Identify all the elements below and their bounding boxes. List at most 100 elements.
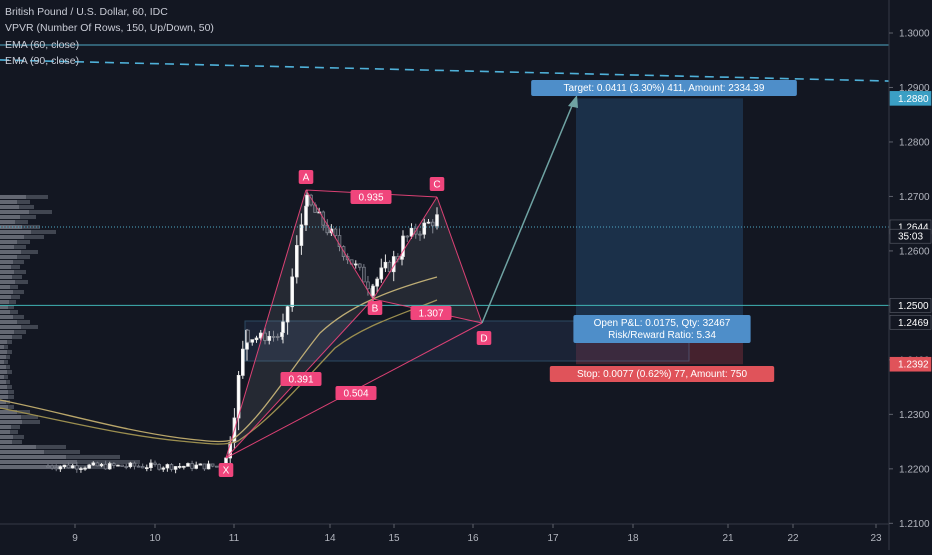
volume-profile-bar-up <box>0 300 9 304</box>
volume-profile-bar <box>0 255 30 259</box>
price-label: 1.2880 <box>898 94 929 105</box>
time-axis: 9 10 11 14 15 16 17 18 21 22 23 <box>0 523 889 544</box>
ema90-line <box>0 299 438 445</box>
price-label-bg <box>889 91 932 106</box>
ema60-line <box>0 276 438 443</box>
candle-body <box>190 463 194 469</box>
pnl-label-bg <box>573 315 751 343</box>
volume-profile-bar <box>0 425 20 429</box>
target-label: Target: 0.0411 (3.30%) 411, Amount: 2334… <box>564 83 765 94</box>
volume-profile-bar <box>0 390 14 394</box>
target-label-bg <box>531 80 797 96</box>
x-tick-label: 10 <box>149 533 161 544</box>
volume-profile-bar-up <box>0 345 4 349</box>
candle-body <box>132 462 137 467</box>
volume-profile-bar <box>0 335 22 339</box>
volume-profile-bar <box>0 420 40 424</box>
candle-body <box>405 235 410 238</box>
volume-profile-bar-up <box>0 350 7 354</box>
candle-body <box>182 465 186 468</box>
ema60-legend[interactable]: EMA (60, close) <box>5 39 80 51</box>
candle-body <box>198 463 203 466</box>
candle-body <box>136 465 141 468</box>
ema90-legend[interactable]: EMA (90, close) <box>5 55 80 67</box>
volume-profile-bar-up <box>0 250 21 254</box>
projection-arrow-line <box>481 100 575 324</box>
candle-body <box>337 235 342 248</box>
volume-profile-bar-up <box>0 440 12 444</box>
price-label-bg <box>889 228 932 244</box>
y-tick-label: 1.3000 <box>899 29 930 40</box>
volume-profile-bar <box>0 415 38 419</box>
volume-profile-bar-up <box>0 305 8 309</box>
symbol-title[interactable]: British Pound / U.S. Dollar, 60, IDC <box>5 6 168 18</box>
candle-body <box>430 221 435 227</box>
candle-body <box>299 224 304 246</box>
pnl-label: Risk/Reward Ratio: 5.34 <box>608 330 716 341</box>
x-tick-label: 14 <box>324 533 336 544</box>
candle-body <box>422 222 427 235</box>
volume-profile-bar <box>0 270 26 274</box>
volume-profile-bar-up <box>0 420 22 424</box>
candle-body <box>91 462 96 466</box>
volume-profile-bar <box>0 455 120 459</box>
candle-body <box>165 464 170 469</box>
volume-profile-bar <box>0 370 12 374</box>
volume-profile-bar-up <box>0 200 17 204</box>
candle-body <box>240 348 245 376</box>
harmonic-pattern: X A B C D 0.935 1.307 0.391 0.504 <box>218 95 578 477</box>
volume-profile-bar <box>0 340 12 344</box>
volume-profile-bar-up <box>0 270 14 274</box>
volume-profile-bar-up <box>0 390 8 394</box>
volume-profile-bar-up <box>0 265 11 269</box>
volume-profile-bar-up <box>0 220 15 224</box>
volume-profile-bar-up <box>0 340 7 344</box>
volume-profile-bar <box>0 450 80 454</box>
volume-profile-bar <box>0 245 26 249</box>
volume-profile-bar-up <box>0 210 29 214</box>
candle-body <box>144 467 149 470</box>
pattern-leg <box>305 189 374 300</box>
candle-body <box>305 194 309 207</box>
candle-body <box>271 335 276 338</box>
pattern-point-d: D <box>480 334 487 345</box>
y-tick-label: 1.2600 <box>899 246 930 257</box>
volume-profile-bar-up <box>0 235 24 239</box>
pattern-point-d-bg <box>476 331 492 345</box>
volume-profile-bar <box>0 320 30 324</box>
candle-body <box>140 466 145 469</box>
candle-body <box>87 464 91 469</box>
candle-body <box>383 261 388 269</box>
volume-profile-bar <box>0 280 28 284</box>
candle-body <box>294 245 299 278</box>
candle-body <box>206 463 211 470</box>
volume-profile-bar <box>0 220 28 224</box>
volume-profile-bar <box>0 225 40 229</box>
volume-profile-bar <box>0 260 24 264</box>
pattern-point-x: X <box>223 466 230 477</box>
volume-profile-bar-up <box>0 425 11 429</box>
volume-profile-bar <box>0 200 30 204</box>
volume-profile-bar-up <box>0 400 6 404</box>
ema-lines <box>0 276 438 445</box>
price-label: 1.2500 <box>898 301 929 312</box>
volume-profile-bar <box>0 205 34 209</box>
volume-profile-bar <box>0 345 8 349</box>
vpvr-legend[interactable]: VPVR (Number Of Rows, 150, Up/Down, 50) <box>5 22 214 34</box>
volume-profile-bar-up <box>0 255 17 259</box>
price-label: 1.2469 <box>898 318 929 329</box>
volume-profile-bar <box>0 430 18 434</box>
dashed-trend-line <box>0 59 890 82</box>
pattern-leg <box>225 189 307 459</box>
x-tick-label: 15 <box>388 533 400 544</box>
volume-profile-bar-up <box>0 380 6 384</box>
candle-body <box>149 462 153 469</box>
candle-body <box>46 465 50 468</box>
y-tick-label: 1.2900 <box>899 83 930 94</box>
pattern-ratio-bg <box>410 306 452 320</box>
pnl-label: Open P&L: 0.0175, Qty: 32467 <box>594 318 731 329</box>
volume-profile-bar-up <box>0 215 20 219</box>
volume-profile-bar-up <box>0 405 8 409</box>
